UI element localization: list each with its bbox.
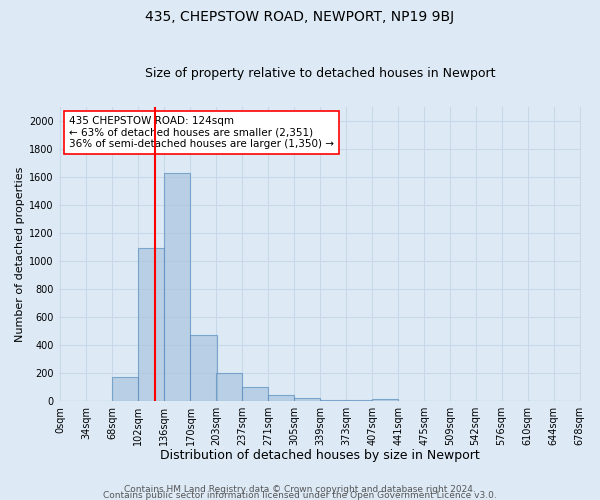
Bar	[164, 173, 190, 401]
Bar	[320, 400, 346, 401]
X-axis label: Distribution of detached houses by size in Newport: Distribution of detached houses by size …	[160, 450, 480, 462]
Bar	[242, 387, 268, 401]
Bar	[268, 396, 294, 401]
Text: 435 CHEPSTOW ROAD: 124sqm
← 63% of detached houses are smaller (2,351)
36% of se: 435 CHEPSTOW ROAD: 124sqm ← 63% of detac…	[69, 116, 334, 149]
Bar	[216, 373, 242, 401]
Bar	[346, 400, 372, 401]
Bar	[294, 398, 320, 401]
Title: Size of property relative to detached houses in Newport: Size of property relative to detached ho…	[145, 66, 495, 80]
Text: Contains HM Land Registry data © Crown copyright and database right 2024.: Contains HM Land Registry data © Crown c…	[124, 484, 476, 494]
Y-axis label: Number of detached properties: Number of detached properties	[15, 166, 25, 342]
Text: 435, CHEPSTOW ROAD, NEWPORT, NP19 9BJ: 435, CHEPSTOW ROAD, NEWPORT, NP19 9BJ	[145, 10, 455, 24]
Bar	[139, 248, 164, 401]
Text: Contains public sector information licensed under the Open Government Licence v3: Contains public sector information licen…	[103, 490, 497, 500]
Bar	[112, 378, 139, 401]
Bar	[372, 399, 398, 401]
Bar	[190, 336, 217, 401]
